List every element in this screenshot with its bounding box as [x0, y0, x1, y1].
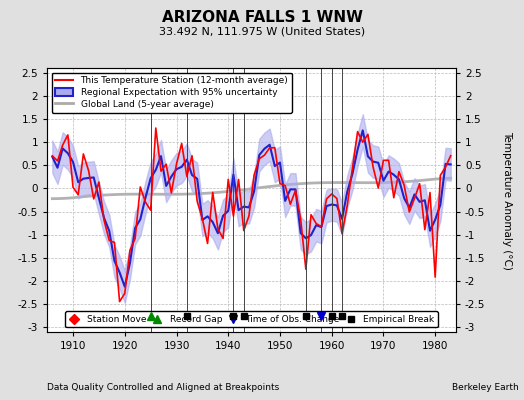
Text: Data Quality Controlled and Aligned at Breakpoints: Data Quality Controlled and Aligned at B…: [47, 383, 279, 392]
Y-axis label: Temperature Anomaly (°C): Temperature Anomaly (°C): [502, 130, 512, 270]
Legend: Station Move, Record Gap, Time of Obs. Change, Empirical Break: Station Move, Record Gap, Time of Obs. C…: [65, 311, 438, 328]
Text: 33.492 N, 111.975 W (United States): 33.492 N, 111.975 W (United States): [159, 26, 365, 36]
Text: ARIZONA FALLS 1 WNW: ARIZONA FALLS 1 WNW: [161, 10, 363, 25]
Text: Berkeley Earth: Berkeley Earth: [452, 383, 519, 392]
